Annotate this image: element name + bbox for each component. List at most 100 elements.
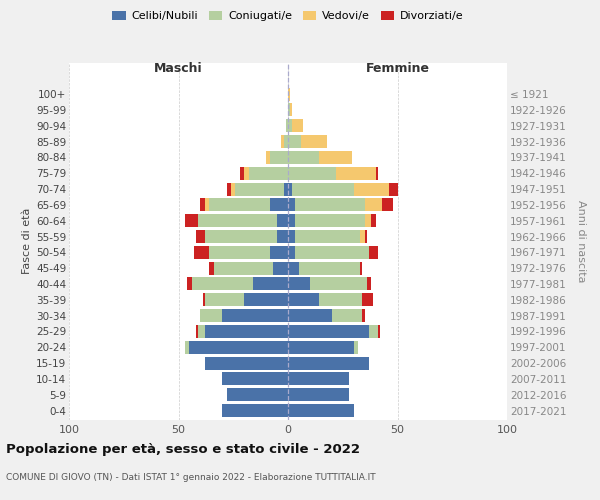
- Bar: [194, 246, 209, 259]
- Bar: [286, 120, 288, 132]
- Bar: [367, 278, 371, 290]
- Bar: [288, 278, 310, 290]
- Bar: [295, 246, 369, 259]
- Bar: [288, 104, 290, 117]
- Bar: [319, 294, 362, 306]
- Bar: [292, 120, 304, 132]
- Bar: [288, 230, 295, 243]
- Bar: [223, 309, 288, 322]
- Bar: [200, 198, 205, 211]
- Bar: [227, 388, 288, 401]
- Bar: [382, 198, 393, 211]
- Bar: [292, 182, 354, 196]
- Bar: [227, 182, 231, 196]
- Bar: [277, 230, 288, 243]
- Bar: [354, 182, 389, 196]
- Bar: [277, 214, 288, 227]
- Bar: [332, 309, 362, 322]
- Text: Popolazione per età, sesso e stato civile - 2022: Popolazione per età, sesso e stato civil…: [6, 442, 360, 456]
- Bar: [253, 278, 288, 290]
- Bar: [288, 262, 299, 274]
- Bar: [244, 294, 288, 306]
- Bar: [290, 104, 292, 117]
- Bar: [235, 182, 284, 196]
- Bar: [196, 325, 198, 338]
- Bar: [336, 166, 376, 179]
- Bar: [209, 262, 214, 274]
- Bar: [284, 182, 288, 196]
- Y-axis label: Anni di nascita: Anni di nascita: [576, 200, 586, 282]
- Bar: [187, 278, 191, 290]
- Bar: [288, 404, 354, 417]
- Bar: [288, 120, 292, 132]
- Bar: [295, 198, 365, 211]
- Bar: [196, 230, 205, 243]
- Bar: [214, 262, 272, 274]
- Text: COMUNE DI GIOVO (TN) - Dati ISTAT 1° gennaio 2022 - Elaborazione TUTTITALIA.IT: COMUNE DI GIOVO (TN) - Dati ISTAT 1° gen…: [6, 472, 376, 482]
- Bar: [209, 198, 271, 211]
- Bar: [288, 340, 354, 353]
- Bar: [266, 151, 271, 164]
- Bar: [209, 246, 271, 259]
- Bar: [223, 404, 288, 417]
- Bar: [354, 340, 358, 353]
- Legend: Celibi/Nubili, Coniugati/e, Vedovi/e, Divorziati/e: Celibi/Nubili, Coniugati/e, Vedovi/e, Di…: [112, 11, 464, 22]
- Bar: [203, 294, 205, 306]
- Bar: [190, 340, 288, 353]
- Bar: [288, 294, 319, 306]
- Bar: [185, 340, 190, 353]
- Bar: [288, 372, 349, 386]
- Bar: [272, 262, 288, 274]
- Bar: [288, 151, 319, 164]
- Bar: [360, 230, 365, 243]
- Bar: [288, 325, 369, 338]
- Bar: [198, 214, 277, 227]
- Bar: [288, 214, 295, 227]
- Bar: [310, 278, 367, 290]
- Bar: [301, 135, 328, 148]
- Bar: [223, 372, 288, 386]
- Bar: [205, 230, 277, 243]
- Bar: [369, 325, 378, 338]
- Bar: [271, 198, 288, 211]
- Bar: [378, 325, 380, 338]
- Bar: [200, 309, 223, 322]
- Bar: [271, 151, 288, 164]
- Bar: [288, 309, 332, 322]
- Bar: [360, 262, 362, 274]
- Text: Maschi: Maschi: [154, 62, 203, 76]
- Bar: [205, 325, 288, 338]
- Y-axis label: Fasce di età: Fasce di età: [22, 208, 32, 274]
- Bar: [288, 182, 292, 196]
- Bar: [365, 198, 382, 211]
- Bar: [369, 246, 378, 259]
- Bar: [288, 88, 290, 101]
- Text: Femmine: Femmine: [365, 62, 430, 76]
- Bar: [271, 246, 288, 259]
- Bar: [319, 151, 352, 164]
- Bar: [365, 214, 371, 227]
- Bar: [231, 182, 235, 196]
- Bar: [205, 294, 244, 306]
- Bar: [288, 246, 295, 259]
- Bar: [376, 166, 378, 179]
- Bar: [284, 135, 288, 148]
- Bar: [185, 214, 198, 227]
- Bar: [240, 166, 244, 179]
- Bar: [295, 230, 360, 243]
- Bar: [288, 388, 349, 401]
- Bar: [288, 166, 336, 179]
- Bar: [362, 294, 373, 306]
- Bar: [205, 198, 209, 211]
- Bar: [198, 325, 205, 338]
- Bar: [295, 214, 365, 227]
- Bar: [365, 230, 367, 243]
- Bar: [244, 166, 248, 179]
- Bar: [281, 135, 284, 148]
- Bar: [248, 166, 288, 179]
- Bar: [389, 182, 398, 196]
- Bar: [288, 356, 369, 370]
- Bar: [362, 309, 365, 322]
- Bar: [205, 356, 288, 370]
- Bar: [299, 262, 360, 274]
